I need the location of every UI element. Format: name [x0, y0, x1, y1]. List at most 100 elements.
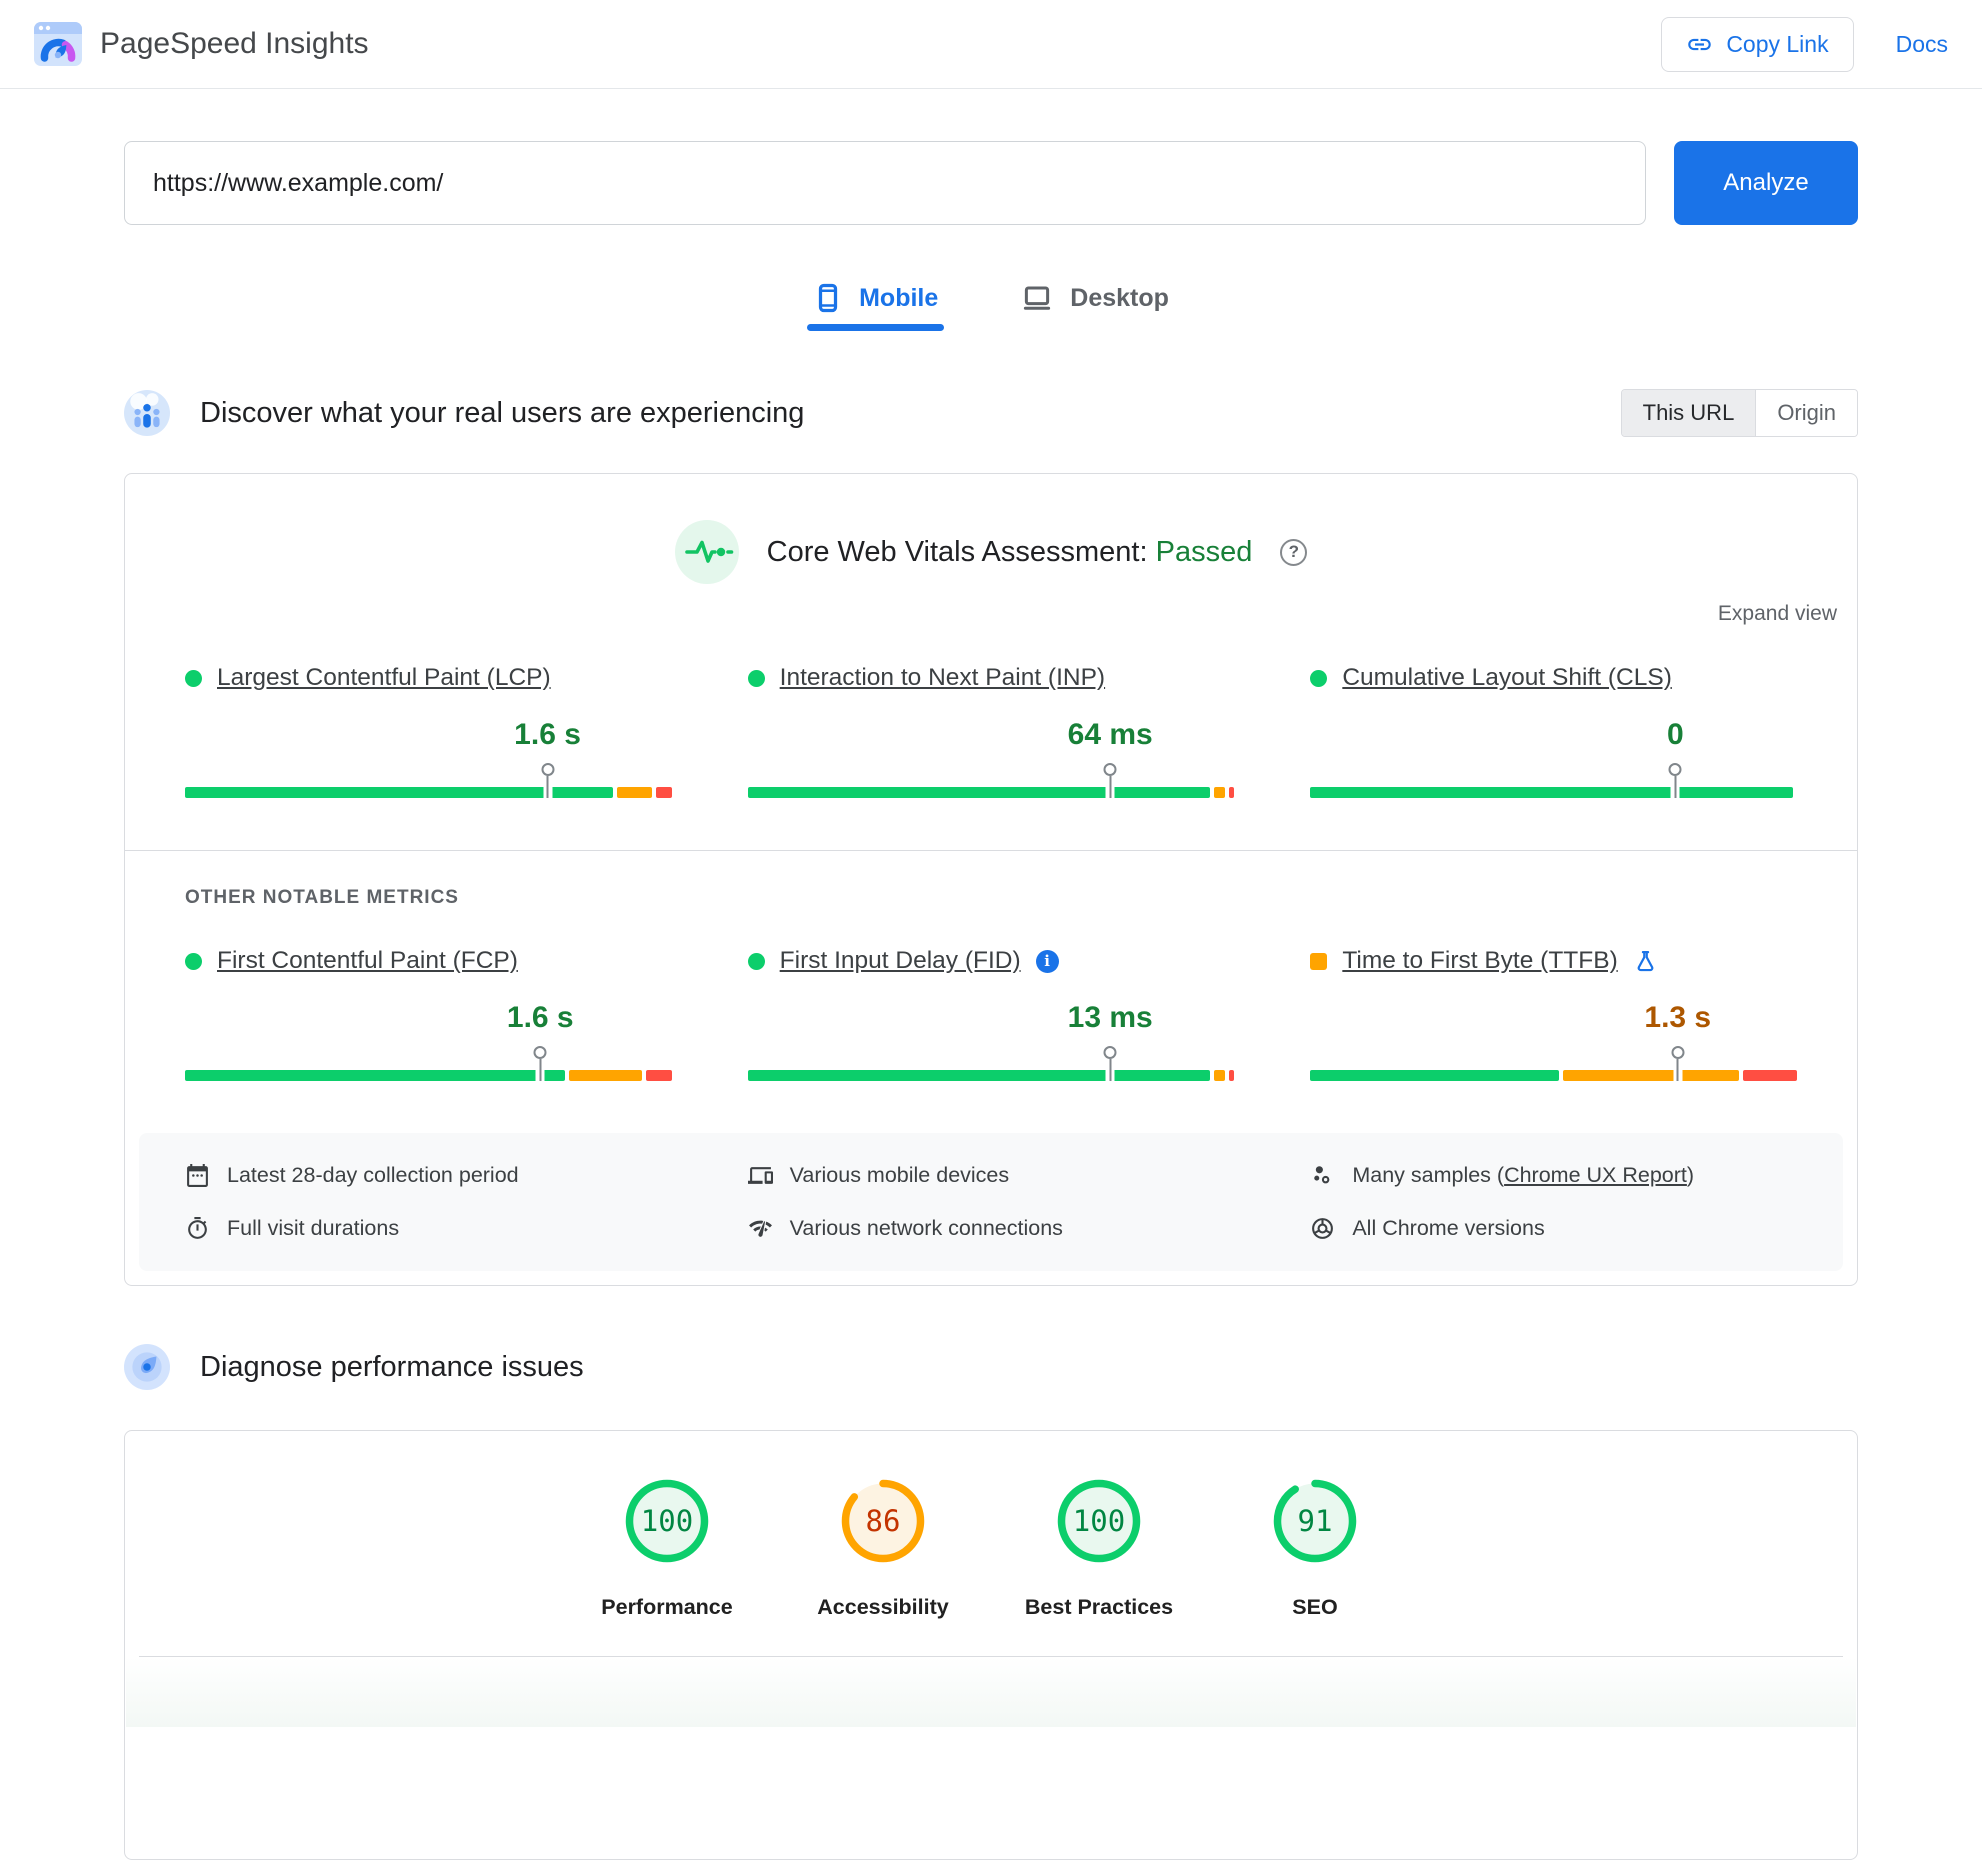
segment-good [1310, 787, 1793, 798]
metric-fid: First Input Delay (FID) i 13 ms [747, 947, 1235, 1082]
docs-link[interactable]: Docs [1895, 30, 1948, 57]
real-users-icon [124, 390, 170, 436]
info-item-visit-durations: Full visit durations [185, 1216, 672, 1241]
metric-status-bullet [747, 952, 765, 970]
url-row: Analyze [124, 141, 1858, 225]
metric-status-bullet [747, 669, 765, 687]
info-item-network: Various network connections [748, 1216, 1235, 1241]
cwv-assessment-header: Core Web Vitals Assessment: Passed ? [125, 474, 1857, 584]
metric-link-cls[interactable]: Cumulative Layout Shift (CLS) [1342, 664, 1672, 691]
score-gauge-seo[interactable]: 91 SEO [1207, 1475, 1423, 1620]
segment-poor [646, 1070, 672, 1081]
segment-good [747, 787, 1210, 798]
metric-value-fid: 13 ms [1067, 1001, 1153, 1034]
info-text: All Chrome versions [1352, 1216, 1545, 1240]
segment-needs-improvement [1562, 1070, 1739, 1081]
samples-icon [1310, 1163, 1335, 1188]
analyze-button[interactable]: Analyze [1674, 141, 1858, 225]
score-gauge-accessibility[interactable]: 86 Accessibility [775, 1475, 991, 1620]
lab-section-title: Diagnose performance issues [200, 1350, 584, 1383]
stopwatch-icon [185, 1216, 210, 1241]
score-value: 100 [640, 1504, 694, 1538]
distribution-bar [1310, 786, 1797, 799]
this-url-toggle-button[interactable]: This URL [1621, 390, 1757, 436]
network-icon [748, 1216, 773, 1241]
info-item-samples: Many samples (Chrome UX Report) [1310, 1163, 1797, 1188]
pagespeed-logo-icon [34, 22, 82, 66]
distribution-bar [185, 786, 672, 799]
p75-marker [533, 1046, 547, 1081]
info-item-chrome-versions: All Chrome versions [1310, 1216, 1797, 1241]
score-value: 86 [865, 1504, 901, 1538]
lab-section-header: Diagnose performance issues [124, 1344, 1858, 1390]
cwv-assessment-title: Core Web Vitals Assessment: Passed [766, 535, 1253, 568]
p75-marker [1103, 1046, 1117, 1081]
segment-needs-improvement [568, 1070, 643, 1081]
score-gauge-performance[interactable]: 100 Performance [559, 1475, 775, 1620]
copy-link-label: Copy Link [1726, 30, 1829, 57]
metric-status-bullet [185, 669, 202, 687]
info-icon[interactable]: i [1035, 949, 1059, 973]
metric-link-inp[interactable]: Interaction to Next Paint (INP) [779, 664, 1106, 691]
p75-marker [1668, 763, 1682, 798]
metric-link-fid[interactable]: First Input Delay (FID) [779, 947, 1021, 974]
metric-inp: Interaction to Next Paint (INP) 64 ms [747, 664, 1235, 799]
metric-fcp: First Contentful Paint (FCP) 1.6 s [185, 947, 672, 1082]
devices-icon [747, 1163, 773, 1188]
metric-value-lcp: 1.6 s [514, 718, 581, 751]
core-metrics-grid: Largest Contentful Paint (LCP) 1.6 s [125, 664, 1857, 799]
field-section-header: Discover what your real users are experi… [124, 389, 1858, 437]
copy-link-button[interactable]: Copy Link [1661, 16, 1854, 72]
metric-link-ttfb[interactable]: Time to First Byte (TTFB) [1342, 947, 1618, 974]
metric-link-lcp[interactable]: Largest Contentful Paint (LCP) [217, 664, 551, 691]
score-gauge-best-practices[interactable]: 100 Best Practices [991, 1475, 1207, 1620]
brand[interactable]: PageSpeed Insights [34, 22, 369, 66]
expand-view-button[interactable]: Expand view [1717, 602, 1837, 625]
url-input[interactable] [124, 141, 1646, 225]
chrome-icon [1310, 1216, 1335, 1241]
score-label: Best Practices [1024, 1595, 1174, 1619]
app-title: PageSpeed Insights [100, 27, 369, 60]
help-icon[interactable]: ? [1280, 538, 1308, 566]
scores-divider [139, 1656, 1843, 1657]
chrome-ux-report-link[interactable]: Chrome UX Report [1504, 1163, 1687, 1187]
distribution-bar [185, 1069, 672, 1082]
info-text: Latest 28-day collection period [227, 1163, 519, 1187]
score-label: SEO [1292, 1595, 1338, 1619]
strategy-tabs: Mobile Desktop [124, 279, 1858, 331]
origin-toggle-button[interactable]: Origin [1756, 390, 1857, 436]
metric-ttfb: Time to First Byte (TTFB) 1.3 s [1310, 947, 1797, 1082]
report-body-preview [126, 1657, 1856, 1727]
metric-value-inp: 64 ms [1067, 718, 1153, 751]
field-data-card: Core Web Vitals Assessment: Passed ? Exp… [124, 473, 1858, 1286]
segment-needs-improvement [1213, 1070, 1225, 1081]
lab-report-card: 100 Performance 86 Accessibility [124, 1430, 1858, 1860]
collection-info: Latest 28-day collection period Various … [139, 1133, 1843, 1271]
score-label: Accessibility [817, 1595, 949, 1619]
tab-mobile-label: Mobile [859, 283, 939, 312]
metric-status-bullet [1310, 952, 1328, 970]
experiment-flask-icon[interactable] [1633, 949, 1658, 974]
diagnose-icon [124, 1344, 170, 1390]
metric-cls: Cumulative Layout Shift (CLS) 0 [1310, 664, 1797, 799]
metric-link-fcp[interactable]: First Contentful Paint (FCP) [217, 947, 518, 974]
score-label: Performance [601, 1595, 733, 1619]
p75-marker [1103, 763, 1117, 798]
info-text: Various mobile devices [789, 1163, 1010, 1187]
laptop-icon [1024, 286, 1051, 310]
distribution-bar [747, 1069, 1235, 1082]
segment-poor [1742, 1070, 1797, 1081]
tab-mobile[interactable]: Mobile [807, 279, 945, 331]
info-item-collection-period: Latest 28-day collection period [185, 1163, 672, 1188]
metric-value-cls: 0 [1666, 718, 1684, 751]
info-item-devices: Various mobile devices [747, 1163, 1235, 1188]
scope-toggle: This URL Origin [1620, 389, 1858, 437]
distribution-bar [747, 786, 1235, 799]
info-text: Various network connections [789, 1216, 1063, 1240]
distribution-bar [1310, 1069, 1797, 1082]
tab-desktop[interactable]: Desktop [1014, 279, 1175, 331]
segment-poor [1228, 787, 1235, 798]
other-metrics-label: OTHER NOTABLE METRICS [185, 887, 459, 908]
other-metrics-grid: First Contentful Paint (FCP) 1.6 s [125, 947, 1857, 1082]
